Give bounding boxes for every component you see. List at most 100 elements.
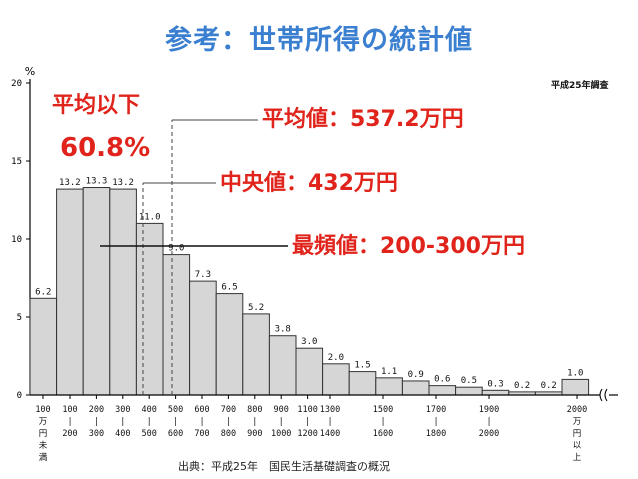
bar (348, 371, 377, 396)
below-average-label: 平均以下 (52, 93, 141, 119)
y-tick-label: 10 (11, 235, 22, 245)
bar-value-label: 9.0 (168, 244, 184, 254)
bar-value-label: 0.2 (541, 381, 557, 391)
bar (56, 188, 84, 396)
bar (401, 380, 430, 396)
bar (242, 313, 270, 396)
x-tick-label: 200 (62, 429, 77, 439)
x-tick-label: | (486, 417, 491, 427)
x-tick-label: 以 (573, 441, 582, 451)
x-tick-label: | (226, 417, 231, 427)
x-tick-label: 2000 (567, 405, 587, 415)
x-tick-label: 1000 (271, 429, 291, 439)
x-tick-label: 円 (573, 429, 582, 439)
source-note: 出典：平成25年 国民生活基礎調査の概況 (178, 460, 390, 473)
x-tick-label: | (94, 417, 99, 427)
x-tick-label: 100 (62, 405, 77, 415)
bar (109, 188, 137, 396)
axis-break-mark (604, 388, 608, 402)
x-tick-label: 1500 (373, 405, 393, 415)
below-average-percent: 60.8% (60, 133, 151, 163)
bar-value-label: 0.5 (461, 376, 477, 386)
x-tick-label: 700 (221, 405, 236, 415)
x-tick-label: 600 (194, 405, 209, 415)
bar (268, 335, 297, 396)
bar (189, 280, 217, 396)
bar-value-label: 13.2 (59, 178, 81, 188)
bar-value-label: 0.3 (487, 379, 503, 389)
y-tick-label: 20 (11, 79, 22, 89)
y-tick-label: 0 (17, 391, 22, 401)
bar (375, 377, 403, 396)
bar-value-label: 13.2 (112, 178, 134, 188)
x-tick-label: | (199, 417, 204, 427)
x-tick-label: | (433, 417, 438, 427)
y-tick-label: 5 (17, 313, 22, 323)
mode-annotation: 最頻値：200-300万円 (292, 234, 525, 260)
x-tick-label: 100 (35, 405, 50, 415)
x-tick-label: | (147, 417, 152, 427)
x-tick-label: 1100 (297, 405, 317, 415)
x-tick-label: | (252, 417, 257, 427)
page-title: 参考：世帯所得の統計値 (165, 25, 473, 56)
bar-value-label: 7.3 (195, 270, 211, 280)
x-tick-label: 800 (221, 429, 236, 439)
bar-value-label: 3.8 (275, 325, 291, 335)
survey-label: 平成25年調査 (551, 81, 609, 91)
x-tick-label: 万 (573, 417, 582, 427)
x-tick-label: 1600 (373, 429, 393, 439)
bar-value-label: 6.5 (221, 283, 237, 293)
bar (295, 347, 324, 396)
bar-value-label: 6.2 (35, 287, 51, 297)
bar-value-label: 0.6 (434, 375, 450, 385)
x-tick-label: 1400 (320, 429, 340, 439)
x-tick-label: 1800 (426, 429, 446, 439)
bar (322, 363, 350, 396)
bar-value-label: 0.9 (408, 370, 424, 380)
bar (135, 222, 164, 396)
x-tick-label: 200 (89, 405, 104, 415)
bar-value-label: 0.2 (514, 381, 530, 391)
bar (428, 385, 457, 396)
bar (162, 254, 191, 396)
bar-value-label: 1.5 (354, 361, 370, 371)
x-tick-label: | (380, 417, 385, 427)
x-tick-label: | (173, 417, 178, 427)
x-tick-label: 満 (39, 453, 48, 463)
x-tick-label: | (120, 417, 125, 427)
x-tick-label: | (305, 417, 310, 427)
bar-value-label: 3.0 (301, 337, 317, 347)
x-tick-label: 万 (39, 417, 48, 427)
bar (29, 297, 58, 396)
x-tick-label: 円 (39, 429, 48, 439)
x-tick-label: | (67, 417, 72, 427)
x-tick-label: 900 (247, 429, 262, 439)
x-tick-label: 上 (573, 453, 582, 463)
x-tick-label: 400 (142, 405, 157, 415)
x-tick-label: 1900 (479, 405, 499, 415)
bar (561, 378, 590, 396)
bar (481, 389, 510, 396)
x-tick-label: 500 (142, 429, 157, 439)
bar (82, 187, 111, 396)
x-tick-label: 600 (168, 429, 183, 439)
median-annotation: 中央値：432万円 (220, 171, 398, 197)
bar-value-label: 11.0 (139, 212, 161, 222)
y-unit-label: % (25, 65, 35, 78)
x-tick-label: 800 (247, 405, 262, 415)
x-tick-label: | (279, 417, 284, 427)
x-tick-label: 未 (39, 440, 48, 451)
bar (455, 386, 483, 396)
x-tick-label: 900 (274, 405, 289, 415)
x-tick-label: 500 (168, 405, 183, 415)
x-tick-label: | (327, 417, 332, 427)
axis-break-mark (599, 388, 603, 402)
x-tick-label: 700 (194, 429, 209, 439)
bar-value-label: 2.0 (328, 353, 344, 363)
bar-value-label: 1.0 (567, 368, 583, 378)
mean-annotation: 平均値：537.2万円 (262, 107, 464, 133)
x-tick-label: 300 (115, 405, 130, 415)
x-tick-label: 2000 (479, 429, 499, 439)
x-tick-label: 300 (89, 429, 104, 439)
